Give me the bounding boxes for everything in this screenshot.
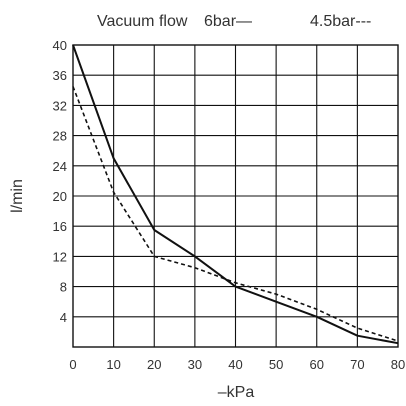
y-tick-label-12: 12	[53, 249, 67, 264]
series-line-6bar	[72, 44, 399, 345]
x-tick-label-60: 60	[310, 357, 324, 372]
y-tick-label-32: 32	[53, 98, 67, 113]
x-axis-title: –kPa	[218, 384, 255, 401]
x-tick-label-50: 50	[269, 357, 283, 372]
y-tick-label-24: 24	[53, 159, 67, 174]
legend-6bar: 6bar—	[204, 13, 252, 30]
grid	[73, 45, 398, 347]
plot-frame	[72, 44, 399, 348]
y-tick-label-28: 28	[53, 129, 67, 144]
x-tick-label-20: 20	[147, 357, 161, 372]
x-tick-label-10: 10	[106, 357, 120, 372]
y-tick-label-20: 20	[53, 189, 67, 204]
x-tick-label-80: 80	[391, 357, 405, 372]
chart-title: Vacuum flow	[97, 13, 188, 30]
series-lines	[72, 44, 399, 345]
y-tick-label-4: 4	[60, 310, 67, 325]
x-tick-label-30: 30	[188, 357, 202, 372]
y-axis-title: l/min	[9, 179, 26, 213]
x-tick-label-0: 0	[69, 357, 76, 372]
x-tick-label-70: 70	[350, 357, 364, 372]
y-tick-label-36: 36	[53, 68, 67, 83]
tick-labels: 0 10 20 30 40 50 60 70 80 4 8 12 16 20 24 28 32 36 40	[53, 38, 406, 372]
y-tick-label-16: 16	[53, 219, 67, 234]
legend-4-5bar: 4.5bar---	[310, 13, 371, 30]
x-tick-label-40: 40	[228, 357, 242, 372]
y-tick-label-8: 8	[60, 280, 67, 295]
series-line-4-5bar	[72, 86, 399, 342]
y-tick-label-40: 40	[53, 38, 67, 53]
